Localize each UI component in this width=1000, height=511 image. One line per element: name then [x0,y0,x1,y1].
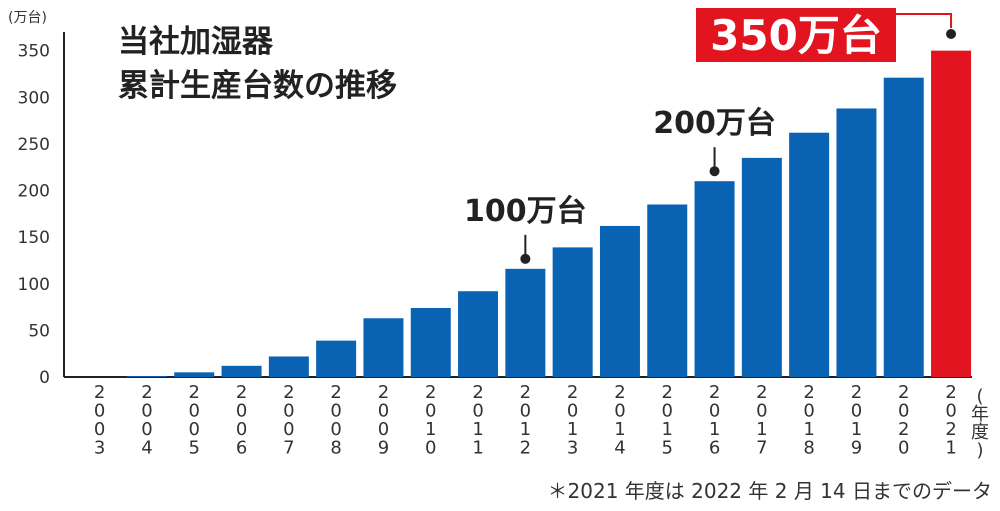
bar-2006 [221,365,262,377]
y-tick-label: 200 [18,182,50,202]
footnote: ＊2021 年度は 2022 年 2 月 14 日までのデータ [548,479,992,503]
bar-2016 [694,181,735,377]
highlight-annotation: 350万台 [696,8,957,62]
highlight-dot [946,29,957,39]
bars [126,50,972,378]
milestone-annotations: 100万台 200万台 [464,106,776,264]
y-tick-label: 50 [28,321,50,341]
bar-2010 [410,308,451,377]
y-tick-label: 150 [18,228,50,248]
milestone-dot [709,166,720,177]
highlight-label: 350万台 [710,11,882,60]
milestone-label: 200万台 [653,106,776,141]
y-tick-label: 250 [18,135,50,155]
x-axis-label-text: (年度) [971,386,989,461]
bar-2021 [931,50,972,377]
y-tick-label: 300 [18,88,50,108]
chart-title-line-1: 当社加湿器 [118,24,274,60]
bar-2020 [883,77,924,378]
y-tick-label: 0 [39,368,50,388]
x-tick-labels: 2 0 0 3 2 0 0 4 2 0 0 5 2 0 0 6 2 0 0 7 2 0 0 8 2 0 0 9 2 0 1 0 2 0 1 1 2 0 1 2… [94,382,957,459]
bar-2005 [174,372,215,377]
bar-2012 [505,268,546,377]
milestone-label: 100万台 [464,194,587,229]
bar-2019 [836,108,877,377]
milestone-dot [520,253,531,264]
bar-2004 [126,376,167,377]
y-axis-unit: (万台) [8,10,47,26]
bar-2017 [741,157,782,377]
chart-title: 当社加湿器 累計生産台数の推移 [118,24,397,104]
bar-2014 [599,225,640,377]
x-axis-label: (年度) [971,386,989,461]
bar-2009 [363,318,404,377]
y-tick-label: 100 [18,275,50,295]
bar-2015 [647,204,688,377]
y-tick-label: 350 [18,42,50,62]
bar-2013 [552,247,593,377]
bar-2008 [316,340,357,377]
bar-2007 [268,356,309,377]
y-tick-labels: 0 50 100 150 200 250 300 350 [18,42,50,388]
bar-2018 [789,132,830,377]
chart-title-line-2: 累計生産台数の推移 [118,68,397,104]
highlight-label-box [696,8,896,62]
bar-2011 [458,291,499,377]
highlight-connector [896,13,953,28]
